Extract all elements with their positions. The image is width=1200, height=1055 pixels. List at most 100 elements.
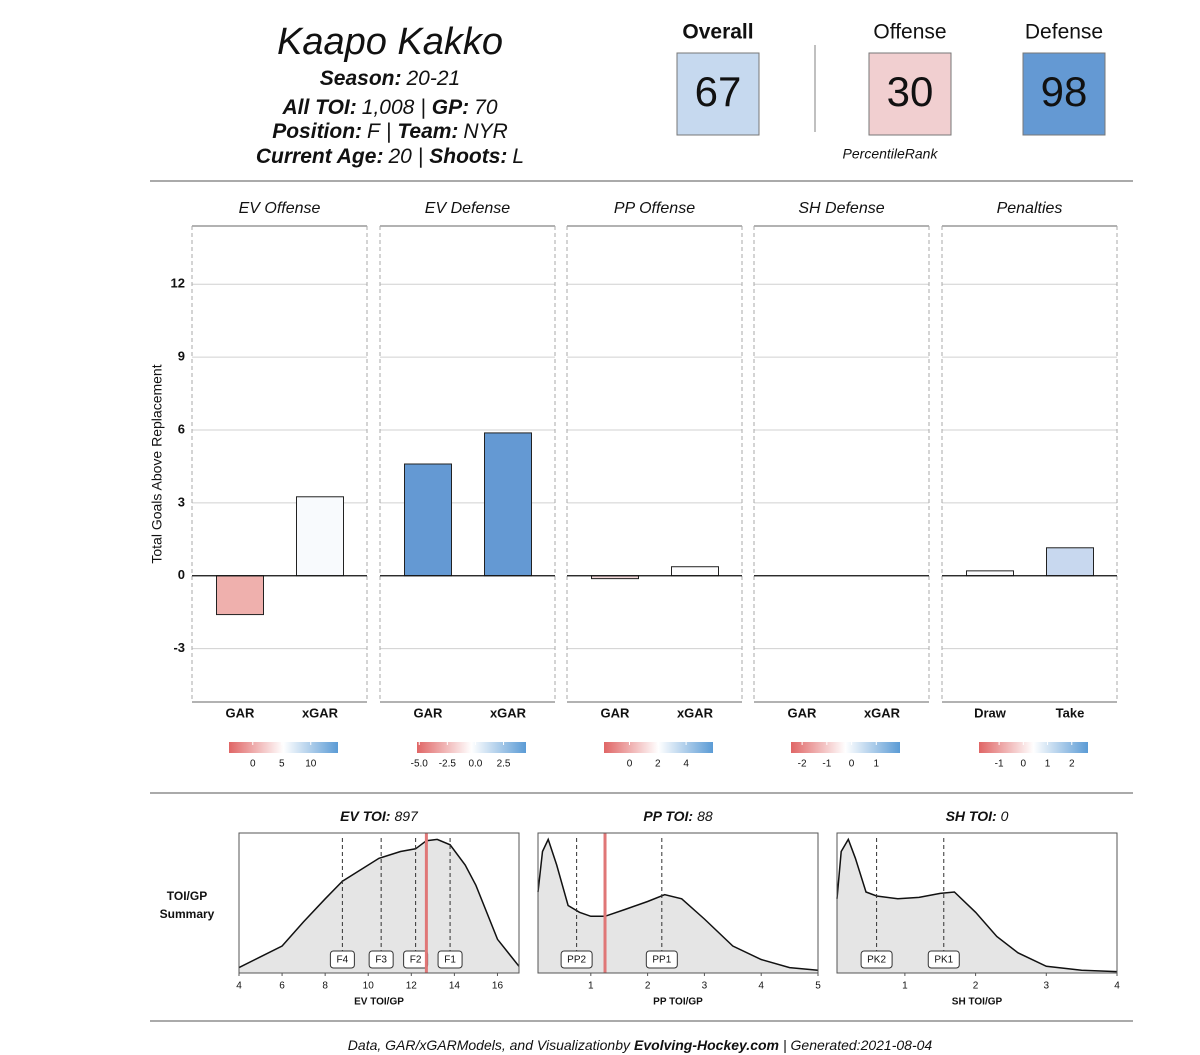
density-title: EV TOI: 897: [340, 808, 419, 824]
footer-generated: | Generated:2021-08-04: [783, 1037, 932, 1053]
colorbar: [979, 742, 1088, 753]
marker-box: [645, 950, 678, 969]
bar: [671, 566, 719, 577]
separator-text: |: [418, 145, 423, 168]
info-label: Team:: [397, 120, 458, 143]
rank-label: Offense: [873, 21, 946, 44]
colorbar: [604, 742, 713, 753]
x-tick-label: xGAR: [490, 705, 527, 720]
y-tick-label: 9: [178, 349, 185, 364]
colorbar-tick-label: 2: [655, 759, 661, 770]
rank-value: 67: [695, 68, 742, 115]
marker-label: F4: [337, 955, 349, 966]
rank-label: Defense: [1025, 21, 1103, 44]
info-line: Position: F | Team: NYR: [272, 120, 508, 143]
bar: [484, 432, 532, 577]
density-area: [538, 839, 818, 973]
x-tick-label: 2: [973, 981, 979, 992]
x-tick-label: GAR: [601, 705, 631, 720]
marker-box: [437, 950, 463, 969]
panel-title: PP Offense: [614, 200, 695, 217]
x-tick-label: Draw: [974, 705, 1007, 720]
colorbar: [229, 742, 338, 753]
colorbar-tick-label: 2: [1069, 759, 1075, 770]
marker-box: [329, 950, 355, 969]
x-tick-label: 4: [236, 981, 242, 992]
y-tick-label: 6: [178, 421, 185, 436]
bar: [966, 570, 1014, 577]
density-title: SH TOI: 0: [946, 808, 1009, 824]
x-tick-label: GAR: [788, 705, 818, 720]
marker-box: [927, 950, 960, 969]
colorbar-tick-label: 0: [250, 759, 256, 770]
colorbar-tick-label: 0.0: [468, 759, 482, 770]
density-frame: [238, 832, 520, 974]
x-tick-label: GAR: [226, 705, 256, 720]
x-tick-label: 5: [815, 981, 821, 992]
info-value: 20: [387, 145, 412, 168]
colorbar-tick-label: 0: [849, 759, 855, 770]
info-label: Season:: [320, 67, 402, 90]
info-value: NYR: [463, 120, 507, 143]
info-line: All TOI: 1,008 | GP: 70: [281, 96, 497, 119]
separator-text: |: [386, 120, 391, 143]
x-axis-title: PP TOI/GP: [653, 997, 703, 1008]
colorbar-tick-label: 2.5: [497, 759, 511, 770]
x-tick-label: GAR: [414, 705, 444, 720]
density-line: [537, 837, 819, 972]
density-line: [238, 838, 520, 969]
x-tick-label: 1: [902, 981, 908, 992]
x-tick-label: 12: [406, 981, 418, 992]
rank-box: [868, 52, 952, 136]
bar: [404, 463, 452, 577]
y-tick-label: 0: [178, 567, 185, 582]
info-label: Shoots:: [429, 145, 507, 168]
x-tick-label: 3: [1044, 981, 1050, 992]
x-tick-label: 14: [449, 981, 461, 992]
footer-site: Evolving-Hockey.com: [634, 1037, 779, 1053]
x-tick-label: 6: [279, 981, 285, 992]
marker-label: PP1: [652, 955, 671, 966]
side-label: TOI/GP: [167, 889, 207, 903]
title-value: 897: [394, 808, 419, 824]
rank-box: [1022, 52, 1106, 136]
y-tick-label: -3: [173, 640, 185, 655]
colorbar-tick-label: 0: [627, 759, 633, 770]
x-tick-label: xGAR: [864, 705, 901, 720]
x-tick-label: xGAR: [677, 705, 714, 720]
density-line: [836, 837, 1118, 973]
info-value: L: [512, 145, 524, 168]
x-axis-title: EV TOI/GP: [354, 997, 404, 1008]
rank-value: 30: [887, 68, 934, 115]
info-line: Current Age: 20 | Shoots: L: [256, 145, 524, 168]
info-label: All TOI:: [281, 96, 356, 119]
x-axis-title: SH TOI/GP: [952, 997, 1003, 1008]
rank-label: Overall: [682, 21, 753, 44]
x-tick-label: 1: [588, 981, 594, 992]
x-tick-label: 10: [363, 981, 375, 992]
colorbar-tick-label: 1: [873, 759, 879, 770]
rank-box: [676, 52, 760, 136]
panel-title: Penalties: [997, 200, 1063, 217]
y-axis-title: Total Goals Above Replacement: [149, 364, 165, 563]
colorbar-tick-label: -5.0: [411, 759, 429, 770]
separator-text: |: [420, 96, 425, 119]
info-value: F: [367, 120, 381, 143]
title-value: 88: [697, 808, 713, 824]
marker-label: F1: [444, 955, 456, 966]
side-label: Summary: [160, 907, 215, 921]
bar: [216, 575, 264, 616]
colorbar-tick-label: 10: [305, 759, 317, 770]
marker-label: PK2: [867, 955, 886, 966]
colorbar-tick-label: 0: [1021, 759, 1027, 770]
info-value: 1,008: [362, 96, 415, 119]
info-line: Season: 20-21: [320, 67, 460, 90]
density-area: [239, 839, 519, 973]
density-title: PP TOI: 88: [643, 808, 713, 824]
colorbar-tick-label: -1: [822, 759, 831, 770]
y-tick-label: 12: [171, 276, 185, 291]
colorbar-tick-label: 1: [1045, 759, 1051, 770]
colorbar-tick-label: 5: [279, 759, 285, 770]
